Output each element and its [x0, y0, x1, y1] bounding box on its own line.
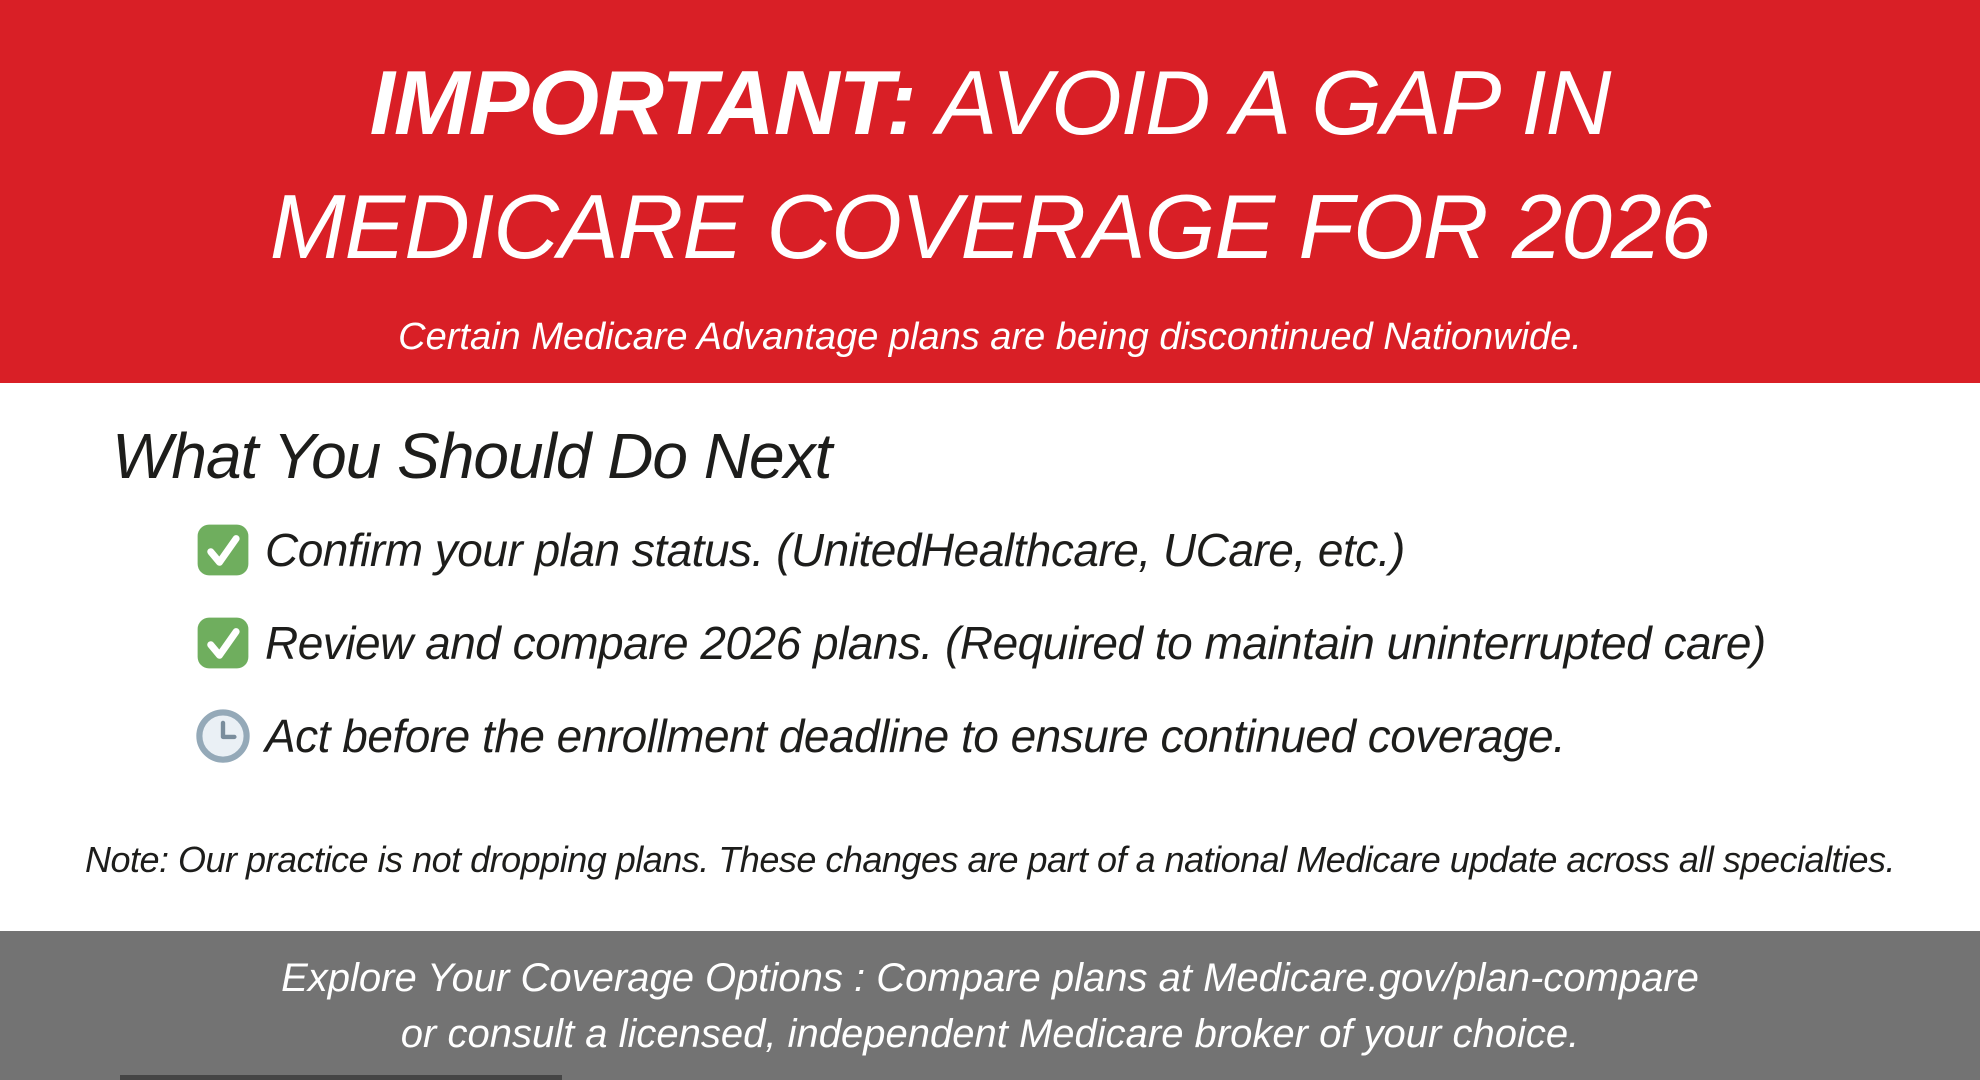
body-section: What You Should Do Next Confirm your pla…	[0, 383, 1980, 931]
footer-banner: Explore Your Coverage Options : Compare …	[0, 931, 1980, 1080]
check-icon	[195, 615, 251, 671]
banner-title-line2: MEDICARE COVERAGE FOR 2026	[269, 177, 1711, 278]
banner-title-line1: IMPORTANT: AVOID A GAP IN	[270, 42, 1711, 166]
footer-line1: Explore Your Coverage Options : Compare …	[281, 955, 1699, 1000]
section-heading: What You Should Do Next	[112, 420, 832, 492]
banner-title-line1-rest: AVOID A GAP IN	[915, 53, 1612, 154]
action-checklist: Confirm your plan status. (UnitedHealthc…	[195, 519, 1766, 798]
practice-note: Note: Our practice is not dropping plans…	[84, 839, 1896, 880]
list-item: Act before the enrollment deadline to en…	[195, 705, 1766, 767]
check-icon	[195, 522, 251, 578]
banner-title-emphasis: IMPORTANT:	[369, 53, 917, 154]
clock-icon	[195, 708, 251, 764]
checklist-item-text: Confirm your plan status. (UnitedHealthc…	[265, 524, 1405, 576]
bottom-progress-bar	[120, 1075, 562, 1080]
alert-banner: IMPORTANT: AVOID A GAP IN MEDICARE COVER…	[0, 0, 1980, 383]
banner-subtitle: Certain Medicare Advantage plans are bei…	[398, 316, 1582, 358]
checklist-item-text: Review and compare 2026 plans. (Required…	[265, 617, 1766, 669]
banner-title: IMPORTANT: AVOID A GAP IN MEDICARE COVER…	[270, 42, 1711, 290]
checklist-item-text: Act before the enrollment deadline to en…	[265, 710, 1566, 762]
footer-line2: or consult a licensed, independent Medic…	[400, 1011, 1580, 1056]
list-item: Confirm your plan status. (UnitedHealthc…	[195, 519, 1766, 581]
list-item: Review and compare 2026 plans. (Required…	[195, 612, 1766, 674]
